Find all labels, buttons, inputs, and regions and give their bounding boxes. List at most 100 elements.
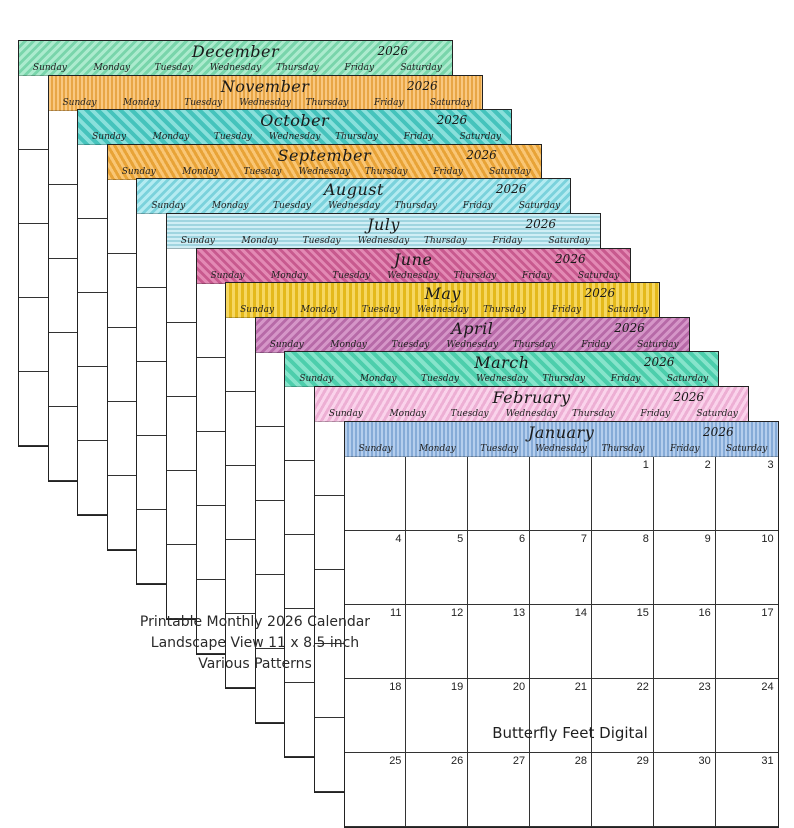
weekday-row: Sunday Monday Tuesday Wednesday Thursday Frid… <box>285 373 718 386</box>
weekday-label: Friday <box>492 236 523 246</box>
month-year: 2026 <box>525 217 556 231</box>
weekday-row: Sunday Monday Tuesday Wednesday Thursday Frid… <box>19 62 452 75</box>
month-year: 2026 <box>703 424 734 439</box>
weekday-label: Tuesday <box>332 270 371 281</box>
weekday-label: Wednesday <box>505 409 558 419</box>
weekday-label: Sunday <box>92 132 127 143</box>
weekday-label: Wednesday <box>239 97 291 108</box>
weekday-row: Sunday Monday Tuesday Wednesday Thursday Frid… <box>226 304 659 317</box>
weekday-label: Thursday <box>542 374 586 385</box>
weekday-label: Tuesday <box>450 409 489 419</box>
day-cell: 15 <box>592 604 654 679</box>
weekday-label: Monday <box>389 409 427 419</box>
month-title: June <box>393 249 433 269</box>
weekday-label: Wednesday <box>535 443 587 454</box>
day-cell: 10 <box>715 531 778 605</box>
weekday-label: Saturday <box>459 132 501 143</box>
date-number: 19 <box>451 680 464 693</box>
weekday-label: Thursday <box>305 97 349 108</box>
weekday-label: Saturday <box>696 409 738 419</box>
product-caption: Printable Monthly 2026 Calendar Landscap… <box>120 612 390 675</box>
month-header: May 2026 Sunday Monday Tuesday Wednesday Thurs… <box>226 283 660 319</box>
date-number: 10 <box>761 532 774 545</box>
day-cell: 2 <box>653 456 716 531</box>
month-header: July 2026 Sunday Monday Tuesday Wednesday Thur… <box>167 214 600 249</box>
date-number: 20 <box>512 680 526 693</box>
weekday-label: Wednesday <box>209 63 262 73</box>
date-number: 15 <box>636 606 649 619</box>
weekday-label: Wednesday <box>416 305 469 316</box>
weekday-label: Thursday <box>335 132 378 143</box>
day-cell: 24 <box>715 679 778 753</box>
day-cell: 31 <box>715 753 778 827</box>
day-cell: 14 <box>530 604 593 679</box>
weekday-row: Sunday Monday Tuesday Wednesday Thursday Frid… <box>137 200 570 213</box>
weekday-label: Tuesday <box>213 132 252 143</box>
month-year: 2026 <box>614 320 645 335</box>
weekday-label: Wednesday <box>387 270 439 281</box>
date-number: 29 <box>636 754 649 767</box>
day-cell: 16 <box>653 604 716 679</box>
day-cell <box>530 456 593 531</box>
weekday-row: Sunday Monday Tuesday Wednesday Thursday Frid… <box>345 443 778 456</box>
weekday-label: Saturday <box>429 97 472 108</box>
day-cell <box>406 456 469 531</box>
day-cell: 9 <box>653 530 716 605</box>
date-number: 16 <box>698 606 711 619</box>
weekday-label: Sunday <box>240 305 275 316</box>
weekday-label: Tuesday <box>480 443 519 454</box>
weekday-label: Tuesday <box>302 236 341 246</box>
brand-name: Butterfly Feet Digital <box>492 724 648 742</box>
date-number: 3 <box>767 458 774 471</box>
weekday-label: Saturday <box>577 270 620 281</box>
weekday-label: Friday <box>373 97 404 108</box>
day-cell: 4 <box>344 530 407 605</box>
date-number: 14 <box>574 606 588 619</box>
weekday-row: Sunday Monday Tuesday Wednesday Thursday Frid… <box>167 235 600 248</box>
weekday-label: Saturday <box>607 305 649 316</box>
weekday-label: Wednesday <box>357 236 410 246</box>
weekday-label: Friday <box>344 63 375 73</box>
date-number: 11 <box>390 606 402 619</box>
month-title: August <box>323 180 384 200</box>
weekday-label: Wednesday <box>298 166 351 177</box>
month-header: October 2026 Sunday Monday Tuesday Wednesday T… <box>78 110 512 146</box>
weekday-row: Sunday Monday Tuesday Wednesday Thursday Frid… <box>108 166 541 179</box>
day-cell: 12 <box>406 604 469 679</box>
weekday-label: Saturday <box>666 374 709 385</box>
day-cell: 29 <box>592 752 654 827</box>
date-number: 5 <box>457 532 464 545</box>
weekday-label: Tuesday <box>273 201 311 212</box>
weekday-label: Saturday <box>518 201 561 212</box>
weekday-label: Monday <box>211 201 249 212</box>
month-title: April <box>451 318 494 338</box>
month-year: 2026 <box>555 251 586 266</box>
weekday-label: Tuesday <box>243 166 282 177</box>
weekday-row: Sunday Monday Tuesday Wednesday Thursday Frid… <box>197 270 630 283</box>
weekday-label: Monday <box>152 132 190 143</box>
date-number: 1 <box>642 458 649 471</box>
month-header: January 2026 Sunday Monday Tuesday Wednesday T… <box>344 421 778 457</box>
month-year: 2026 <box>377 44 408 58</box>
month-header: June 2026 Sunday Monday Tuesday Wednesday Thur… <box>196 248 630 284</box>
month-year: 2026 <box>466 147 497 162</box>
weekday-label: Sunday <box>358 443 393 454</box>
weekday-label: Sunday <box>121 166 156 177</box>
month-title: December <box>191 42 280 61</box>
weekday-label: Sunday <box>269 339 304 350</box>
date-number: 8 <box>642 532 649 545</box>
weekday-label: Monday <box>123 97 160 108</box>
month-title: November <box>220 76 310 96</box>
weekday-label: Thursday <box>275 63 319 73</box>
weekday-label: Thursday <box>483 305 526 316</box>
day-cell: 6 <box>468 530 531 605</box>
weekday-label: Friday <box>610 374 641 385</box>
month-header: April 2026 Sunday Monday Tuesday Wednesday Thu… <box>255 317 689 353</box>
day-cell: 7 <box>530 530 593 605</box>
date-number: 23 <box>698 680 711 693</box>
weekday-label: Tuesday <box>361 305 400 316</box>
caption-line-2: Landscape View 11 x 8.5 inch <box>150 635 360 651</box>
date-number: 30 <box>698 754 711 767</box>
weekday-label: Wednesday <box>268 132 321 143</box>
date-number: 2 <box>704 458 711 471</box>
